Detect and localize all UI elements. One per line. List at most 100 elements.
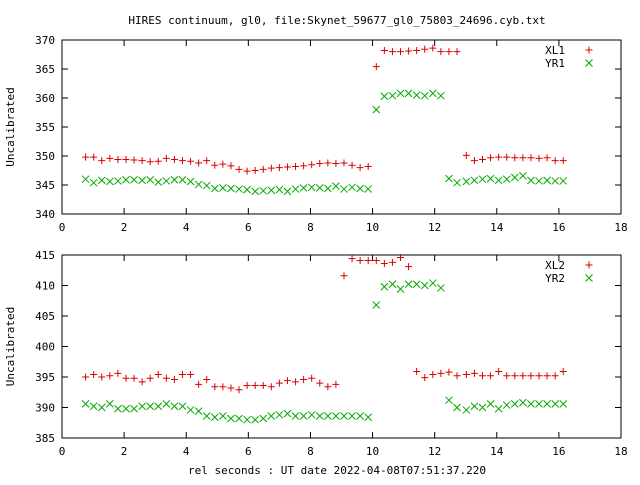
data-point bbox=[486, 174, 495, 183]
data-point bbox=[324, 383, 332, 391]
data-point bbox=[235, 386, 243, 394]
data-point bbox=[82, 373, 90, 381]
data-point bbox=[170, 155, 178, 163]
data-point bbox=[300, 375, 308, 383]
data-point bbox=[267, 412, 276, 420]
panel-2: 0 2 4 6 8 10 12 14 16 18 385 390 395 400 405 410 415 Unca… bbox=[4, 249, 628, 458]
data-point bbox=[397, 48, 405, 56]
x-tick-label: 12 bbox=[428, 221, 441, 234]
data-point bbox=[227, 162, 235, 170]
data-point bbox=[487, 372, 495, 380]
data-point bbox=[527, 399, 535, 408]
data-point bbox=[194, 180, 203, 189]
x-tick-label: 4 bbox=[183, 221, 190, 234]
data-point bbox=[283, 187, 292, 196]
data-point bbox=[445, 174, 453, 183]
data-point bbox=[428, 279, 437, 287]
x-tick-label: 4 bbox=[183, 445, 190, 458]
data-point bbox=[429, 371, 437, 379]
data-point bbox=[130, 175, 138, 184]
data-point bbox=[551, 372, 559, 380]
data-point bbox=[486, 399, 495, 408]
x-tick-label: 2 bbox=[121, 221, 128, 234]
data-point bbox=[259, 382, 267, 390]
legend-label: YR2 bbox=[545, 272, 565, 285]
data-point bbox=[316, 160, 324, 168]
data-point bbox=[413, 46, 421, 54]
data-point bbox=[162, 374, 170, 382]
data-point bbox=[210, 184, 219, 193]
data-point bbox=[332, 412, 340, 420]
data-point bbox=[502, 401, 511, 409]
data-point bbox=[420, 91, 429, 100]
data-point bbox=[178, 175, 187, 184]
data-point bbox=[372, 63, 380, 71]
data-point bbox=[405, 263, 413, 271]
data-point bbox=[122, 175, 130, 184]
x-tick-label: 14 bbox=[490, 221, 504, 234]
data-point bbox=[412, 91, 421, 99]
data-point bbox=[478, 372, 486, 380]
data-point bbox=[551, 399, 560, 408]
data-point bbox=[462, 371, 470, 379]
data-point bbox=[535, 372, 543, 380]
data-point bbox=[404, 89, 413, 98]
data-point bbox=[138, 176, 146, 185]
data-point bbox=[219, 412, 227, 420]
data-point bbox=[364, 162, 372, 170]
x-tick-label: 0 bbox=[59, 221, 66, 234]
data-point bbox=[380, 260, 388, 268]
legend-marker bbox=[585, 274, 593, 282]
data-point bbox=[243, 167, 251, 175]
data-point bbox=[364, 256, 372, 264]
data-point bbox=[470, 176, 479, 185]
data-point bbox=[235, 165, 243, 173]
x-tick-label: 10 bbox=[366, 221, 379, 234]
data-point bbox=[437, 284, 445, 292]
data-point bbox=[445, 396, 453, 405]
data-point bbox=[114, 177, 122, 185]
series-XL2: XL2 bbox=[82, 253, 593, 394]
data-point bbox=[421, 45, 429, 53]
y-tick-label: 410 bbox=[35, 280, 55, 293]
data-point bbox=[478, 175, 487, 184]
data-point bbox=[195, 159, 203, 167]
data-point bbox=[356, 412, 364, 420]
x-tick-label: 18 bbox=[614, 221, 627, 234]
data-point bbox=[114, 369, 122, 377]
data-point bbox=[396, 285, 405, 294]
data-point bbox=[203, 375, 211, 383]
data-point bbox=[89, 178, 98, 187]
data-point bbox=[267, 383, 275, 391]
data-point bbox=[495, 153, 503, 161]
x-tick-label: 18 bbox=[614, 445, 627, 458]
chart-title: HIRES continuum, gl0, file:Skynet_59677_… bbox=[128, 14, 545, 27]
data-point bbox=[388, 258, 396, 266]
x-tick-label: 0 bbox=[59, 445, 66, 458]
data-point bbox=[510, 399, 519, 408]
data-point bbox=[316, 379, 324, 387]
series-YR2: YR2 bbox=[81, 272, 593, 424]
data-point bbox=[494, 404, 503, 413]
data-point bbox=[259, 165, 267, 173]
data-point bbox=[487, 154, 495, 162]
data-point bbox=[138, 402, 146, 411]
data-point bbox=[130, 404, 138, 413]
data-point bbox=[559, 399, 568, 408]
data-point bbox=[106, 154, 114, 162]
data-point bbox=[227, 384, 235, 392]
data-point bbox=[348, 412, 356, 420]
data-point bbox=[81, 399, 90, 408]
data-point bbox=[122, 155, 130, 163]
data-point bbox=[227, 414, 235, 423]
data-point bbox=[420, 281, 429, 290]
data-point bbox=[105, 399, 114, 408]
data-point bbox=[340, 185, 348, 193]
data-point bbox=[178, 371, 186, 379]
y-tick-label: 395 bbox=[35, 371, 55, 384]
data-point bbox=[138, 157, 146, 165]
data-point bbox=[251, 167, 259, 174]
data-point bbox=[470, 157, 478, 165]
data-point bbox=[519, 171, 527, 180]
data-point bbox=[348, 161, 356, 169]
